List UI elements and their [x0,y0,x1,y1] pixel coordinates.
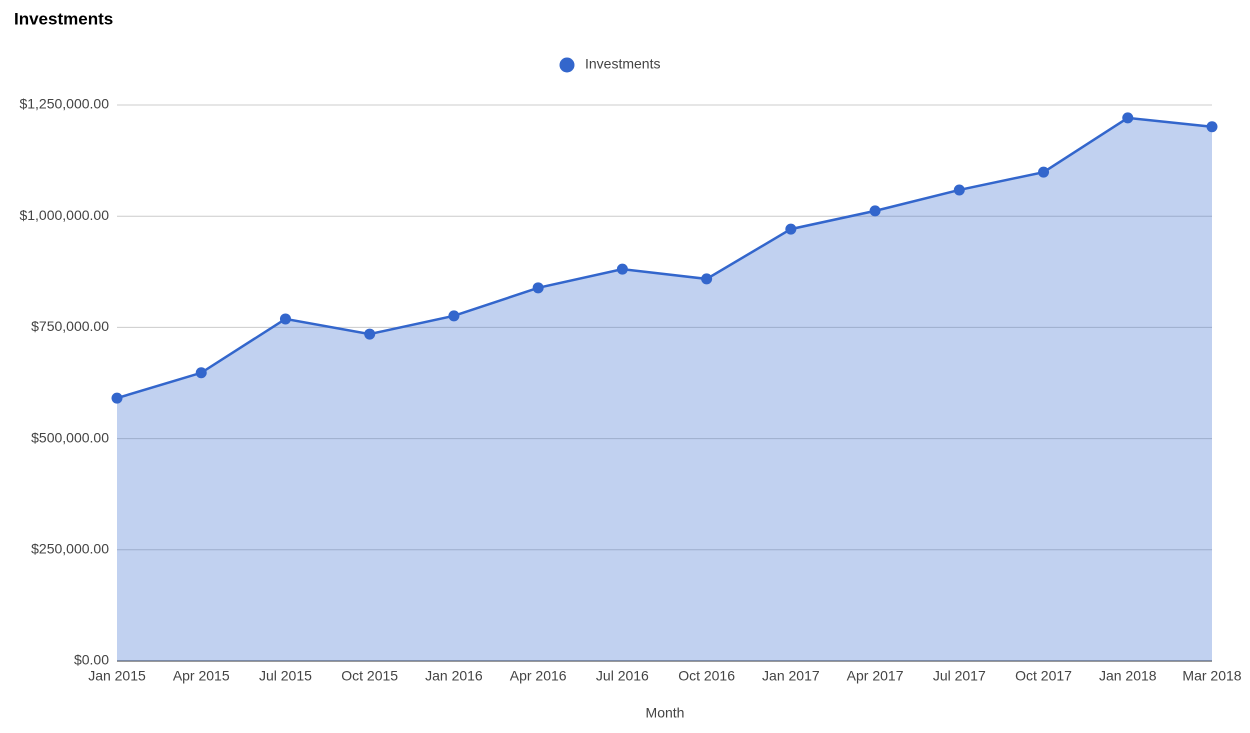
point [869,205,881,217]
x-tick-label: Apr 2016 [510,668,567,684]
x-tick-label: Jul 2017 [933,668,986,684]
x-tick-label: Oct 2015 [341,668,398,684]
x-tick-label: Oct 2017 [1015,668,1072,684]
x-tick-label: Jan 2017 [762,668,820,684]
y-tick-label: $1,000,000.00 [19,207,109,223]
y-tick-label: $750,000.00 [31,318,109,334]
point [616,263,628,275]
x-tick-label: Jul 2016 [596,668,649,684]
area [117,117,1212,662]
point [1206,121,1218,133]
point [1038,166,1050,178]
x-tick-label: Apr 2017 [847,668,904,684]
legend-label: Investments [585,56,660,72]
point [785,223,797,235]
point [532,282,544,294]
point [1122,112,1134,124]
point [195,367,207,379]
line [116,116,1213,400]
y-tick-label: $500,000.00 [31,429,109,445]
y-tick-label: $1,250,000.00 [19,96,109,112]
x-tick-label: Jan 2016 [425,668,483,684]
point [364,328,376,340]
chart-title: Investments [14,9,113,28]
point [701,273,713,285]
x-tick-label: Mar 2018 [1182,668,1241,684]
x-tick-label: Apr 2015 [173,668,230,684]
x-tick-label: Oct 2016 [678,668,735,684]
point [279,313,291,325]
y-tick-label: $250,000.00 [31,541,109,557]
x-tick-label: Jan 2015 [88,668,146,684]
point [953,184,965,196]
x-tick-label: Jan 2018 [1099,668,1157,684]
x-axis-title: Month [646,705,685,721]
point [448,310,460,322]
x-tick-label: Jul 2015 [259,668,312,684]
y-tick-label: $0.00 [74,652,109,668]
point [111,392,123,404]
legend-marker [559,57,575,73]
